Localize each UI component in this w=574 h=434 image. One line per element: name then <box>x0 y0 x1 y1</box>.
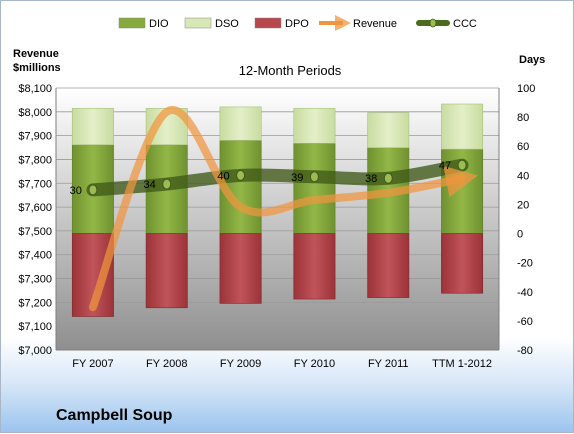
ccc-data-label: 47 <box>439 160 451 172</box>
legend-dso-swatch <box>184 17 212 29</box>
ccc-point <box>162 178 172 190</box>
dso-bar <box>219 106 262 141</box>
x-tick-label: FY 2009 <box>220 358 261 370</box>
lines-layer <box>86 106 478 312</box>
right-tick-label: 80 <box>517 112 529 124</box>
legend-label: DIO <box>149 18 169 30</box>
ccc-line <box>86 158 469 197</box>
right-tick-label: -60 <box>517 316 533 328</box>
legend-label: CCC <box>453 18 477 30</box>
right-tick-label: 40 <box>517 170 529 182</box>
ccc-data-label: 39 <box>291 172 303 184</box>
left-tick-label: $8,100 <box>18 83 52 95</box>
left-tick-label: $7,500 <box>18 226 52 238</box>
ccc-data-label: 38 <box>365 173 377 185</box>
legend-label: DPO <box>285 18 309 30</box>
left-tick-label: $7,600 <box>18 202 52 214</box>
dpo-bar <box>441 233 484 294</box>
right-tick-label: -40 <box>517 287 533 299</box>
labels-layer: $7,000 $7,100 $7,200 $7,300 $7,400 $7,500 $7,6… <box>18 83 535 370</box>
right-tick-label: 60 <box>517 141 529 153</box>
legend: DIO DSO DPO Revenue CCC <box>118 15 477 31</box>
dso-bar <box>367 112 410 148</box>
x-tick-label: TTM 1-2012 <box>432 358 492 370</box>
dso-bar <box>441 103 484 150</box>
right-tick-label: 100 <box>517 83 535 95</box>
dpo-bar <box>293 233 336 300</box>
left-tick-label: $8,000 <box>18 107 52 119</box>
revenue-line <box>88 106 478 312</box>
ccc-data-label: 40 <box>217 170 229 182</box>
ccc-data-label: 30 <box>70 185 82 197</box>
right-tick-label: -20 <box>517 258 533 270</box>
ccc-point <box>457 159 467 171</box>
ccc-point <box>236 169 246 181</box>
right-tick-label: 0 <box>517 229 523 241</box>
legend-label: Revenue <box>353 18 397 30</box>
dio-bar <box>293 143 336 234</box>
left-tick-label: $7,700 <box>18 178 52 190</box>
left-tick-label: $7,300 <box>18 274 52 286</box>
x-tick-label: FY 2007 <box>72 358 113 370</box>
dso-bar <box>71 108 114 146</box>
x-tick-label: FY 2011 <box>368 358 409 370</box>
legend-label: DSO <box>215 18 239 30</box>
x-tick-label: FY 2010 <box>294 358 335 370</box>
dpo-bar <box>367 233 410 298</box>
chart-title: 12-Month Periods <box>239 63 342 78</box>
ccc-data-label: 34 <box>144 179 156 191</box>
x-tick-label: FY 2008 <box>146 358 187 370</box>
left-tick-label: $7,900 <box>18 131 52 143</box>
left-tick-label: $7,400 <box>18 250 52 262</box>
left-axis-label-line2: $millions <box>13 62 61 74</box>
dso-bar <box>293 108 336 144</box>
left-tick-label: $7,000 <box>18 345 52 357</box>
legend-dpo-swatch <box>254 17 282 29</box>
right-axis-label: Days <box>519 54 545 66</box>
ccc-point <box>383 172 393 184</box>
left-tick-label: $7,100 <box>18 321 52 333</box>
left-tick-label: $7,200 <box>18 297 52 309</box>
left-axis-label-line1: Revenue <box>13 48 59 60</box>
right-tick-label: 20 <box>517 199 529 211</box>
legend-ccc-marker <box>429 18 437 28</box>
ccc-point <box>88 184 98 196</box>
company-name: Campbell Soup <box>56 407 173 424</box>
right-tick-label: -80 <box>517 345 533 357</box>
left-tick-label: $7,800 <box>18 154 52 166</box>
ccc-point <box>309 171 319 183</box>
legend-dio-swatch <box>118 17 146 29</box>
plot-area <box>56 88 499 350</box>
dpo-bar <box>145 233 188 309</box>
dpo-bar <box>219 233 262 304</box>
